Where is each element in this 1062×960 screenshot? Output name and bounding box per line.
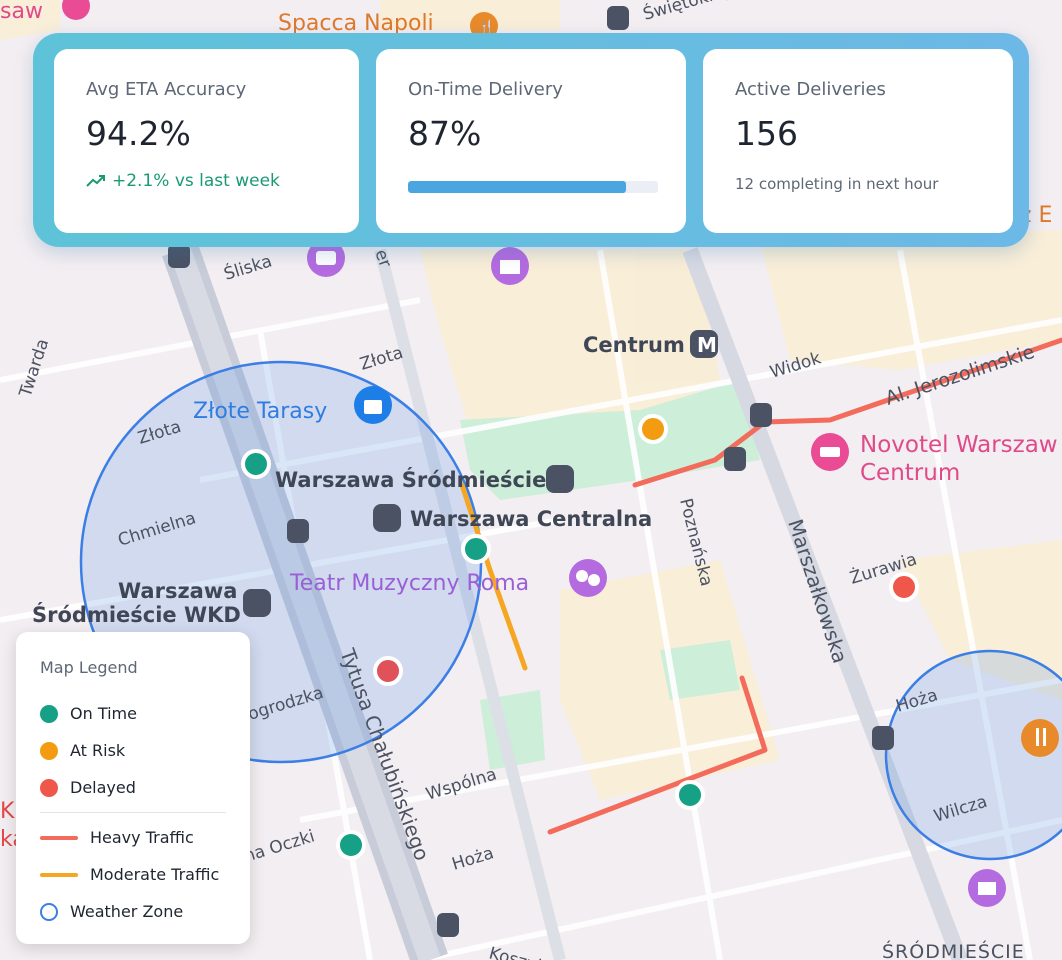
poi-museum-east-icon[interactable]	[968, 869, 1006, 907]
street-emilii: er	[370, 247, 395, 270]
at-risk-dot-icon	[40, 741, 58, 760]
on-time-progress-bar	[408, 181, 658, 193]
train-icon[interactable]	[373, 504, 401, 532]
metro-letter: M	[697, 333, 717, 357]
kpi-value: 156	[735, 114, 798, 153]
svg-text:🍴: 🍴	[478, 19, 495, 36]
place-novotel-line2: Centrum	[860, 460, 960, 486]
legend-label: Heavy Traffic	[90, 828, 194, 847]
legend-label: At Risk	[70, 741, 126, 760]
poi-camera-icon[interactable]	[307, 239, 345, 277]
place-spacca-napoli: Spacca Napoli	[278, 11, 434, 36]
moderate-traffic-roma[interactable]	[459, 482, 528, 671]
kpi-card-eta-accuracy[interactable]: Avg ETA Accuracy 94.2% +2.1% vs last wee…	[54, 49, 359, 233]
place-warszawa-srodmiescie: Warszawa Śródmieście	[275, 467, 546, 492]
legend-label: Weather Zone	[70, 902, 184, 921]
poi-saw-icon[interactable]	[62, 0, 90, 20]
place-edge-kl-1: Kl	[0, 799, 21, 824]
delivery-markers	[241, 414, 919, 860]
train-icon[interactable]	[243, 589, 271, 617]
heavy-traffic-line-icon	[40, 835, 78, 840]
minor-streets	[0, 249, 1062, 960]
place-wkd-line1: Warszawa	[118, 579, 237, 603]
kpi-panel: Avg ETA Accuracy 94.2% +2.1% vs last wee…	[33, 33, 1029, 247]
legend-divider	[40, 812, 226, 813]
district-srodmiescie: ŚRÓDMIEŚCIE	[882, 939, 1025, 960]
delayed-dot-icon	[40, 778, 58, 797]
weather-zone-east[interactable]	[884, 649, 1062, 861]
legend-item-moderate-traffic: Moderate Traffic	[40, 856, 226, 893]
kpi-card-on-time[interactable]: On-Time Delivery 87%	[376, 49, 686, 233]
on-time-progress-fill	[408, 181, 626, 193]
tram-icon[interactable]	[872, 726, 894, 750]
kpi-title: Avg ETA Accuracy	[86, 79, 247, 100]
delivery-on-time[interactable]	[241, 449, 271, 479]
legend-label: Delayed	[70, 778, 136, 797]
place-teatr-roma: Teatr Muzyczny Roma	[289, 571, 529, 596]
poi-theatre-icon[interactable]	[569, 559, 607, 597]
poi-shopping-icon[interactable]	[354, 386, 392, 424]
legend-item-on-time: On Time	[40, 695, 226, 732]
kpi-value: 94.2%	[86, 114, 191, 153]
kpi-card-active-deliveries[interactable]: Active Deliveries 156 12 completing in n…	[703, 49, 1013, 233]
delivery-at-risk[interactable]	[638, 414, 668, 444]
poi-museum-icon[interactable]	[491, 247, 529, 285]
poi-hotel-icon[interactable]	[811, 433, 849, 471]
kpi-subtext: 12 completing in next hour	[735, 175, 939, 193]
kpi-title: On-Time Delivery	[408, 79, 563, 100]
legend-item-heavy-traffic: Heavy Traffic	[40, 819, 226, 856]
metro-icon[interactable]	[690, 330, 718, 358]
trending-up-icon	[86, 175, 105, 187]
train-icon[interactable]	[546, 465, 574, 493]
tram-icon[interactable]	[437, 913, 459, 937]
moderate-traffic-line-icon	[40, 872, 78, 877]
place-centrum: Centrum	[583, 333, 685, 357]
delivery-delayed[interactable]	[889, 572, 919, 602]
tram-icon[interactable]	[168, 244, 190, 268]
tram-icon[interactable]	[607, 6, 629, 30]
delivery-delayed[interactable]	[373, 656, 403, 686]
place-warszawa-centralna: Warszawa Centralna	[410, 507, 652, 531]
delivery-on-time[interactable]	[461, 534, 491, 564]
legend-item-delayed: Delayed	[40, 769, 226, 806]
kpi-trend: +2.1% vs last week	[86, 171, 327, 191]
tram-icon[interactable]	[750, 403, 772, 427]
tram-icon[interactable]	[287, 519, 309, 543]
heavy-traffic-poznanska[interactable]	[547, 675, 768, 835]
weather-zone-ring-icon	[40, 902, 58, 921]
place-wkd-line2: Śródmieście WKD	[32, 602, 241, 627]
place-saw: saw	[0, 0, 43, 24]
place-novotel-line1: Novotel Warszaw	[860, 432, 1058, 458]
kpi-title: Active Deliveries	[735, 79, 886, 100]
legend-label: Moderate Traffic	[90, 865, 220, 884]
legend-item-at-risk: At Risk	[40, 732, 226, 769]
tram-icon[interactable]	[724, 447, 746, 471]
place-zlote-tarasy: Złote Tarasy	[193, 399, 327, 424]
kpi-trend-text: +2.1% vs last week	[112, 171, 280, 191]
map-legend: Map Legend On Time At Risk Delayed Heavy…	[16, 632, 250, 944]
legend-item-weather-zone: Weather Zone	[40, 893, 226, 930]
legend-label: On Time	[70, 704, 137, 723]
on-time-dot-icon	[40, 704, 58, 723]
poi-restaurant-icon[interactable]	[1021, 719, 1059, 757]
legend-title: Map Legend	[40, 658, 138, 677]
delivery-on-time[interactable]	[336, 830, 366, 860]
delivery-on-time[interactable]	[675, 780, 705, 810]
kpi-value: 87%	[408, 114, 482, 153]
rail-corridor	[162, 243, 968, 960]
